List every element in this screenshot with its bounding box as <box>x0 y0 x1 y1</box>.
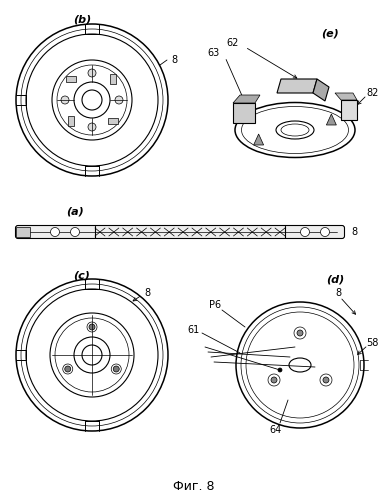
Text: (b): (b) <box>73 15 91 25</box>
Circle shape <box>71 228 80 236</box>
Polygon shape <box>313 79 329 101</box>
Text: (a): (a) <box>66 207 84 217</box>
Bar <box>66 76 76 82</box>
Bar <box>68 116 74 126</box>
Polygon shape <box>341 100 357 120</box>
Text: 61: 61 <box>187 325 199 335</box>
Circle shape <box>89 324 95 330</box>
Text: P6: P6 <box>209 300 221 310</box>
Circle shape <box>294 327 306 339</box>
Text: (d): (d) <box>326 275 344 285</box>
Polygon shape <box>233 95 260 103</box>
Text: (e): (e) <box>321 28 339 38</box>
Text: 64: 64 <box>269 425 281 435</box>
Text: 82: 82 <box>367 88 379 98</box>
Circle shape <box>113 366 119 372</box>
Text: 8: 8 <box>144 288 150 298</box>
Text: Фиг. 8: Фиг. 8 <box>173 480 215 492</box>
Polygon shape <box>254 134 263 145</box>
Text: 8: 8 <box>351 227 357 237</box>
Circle shape <box>88 69 96 77</box>
FancyBboxPatch shape <box>16 226 345 238</box>
Bar <box>16 227 30 237</box>
Text: 63: 63 <box>207 48 219 58</box>
Circle shape <box>111 364 121 374</box>
Circle shape <box>323 377 329 383</box>
Bar <box>110 74 116 84</box>
Polygon shape <box>277 79 317 93</box>
Circle shape <box>115 96 123 104</box>
Circle shape <box>320 228 329 236</box>
Circle shape <box>65 366 71 372</box>
Polygon shape <box>335 93 357 100</box>
Text: (c): (c) <box>74 270 90 280</box>
Ellipse shape <box>289 358 311 372</box>
Circle shape <box>320 374 332 386</box>
Circle shape <box>297 330 303 336</box>
Circle shape <box>88 123 96 131</box>
Circle shape <box>271 377 277 383</box>
Text: 8: 8 <box>335 288 341 298</box>
Bar <box>108 118 118 124</box>
Text: 62: 62 <box>227 38 239 48</box>
Circle shape <box>87 322 97 332</box>
Circle shape <box>278 368 282 372</box>
Circle shape <box>268 374 280 386</box>
Circle shape <box>300 228 310 236</box>
Polygon shape <box>233 103 255 123</box>
Polygon shape <box>326 114 336 125</box>
Text: 8: 8 <box>171 55 177 65</box>
Circle shape <box>63 364 73 374</box>
Circle shape <box>61 96 69 104</box>
Text: 58: 58 <box>366 338 378 348</box>
Circle shape <box>50 228 59 236</box>
